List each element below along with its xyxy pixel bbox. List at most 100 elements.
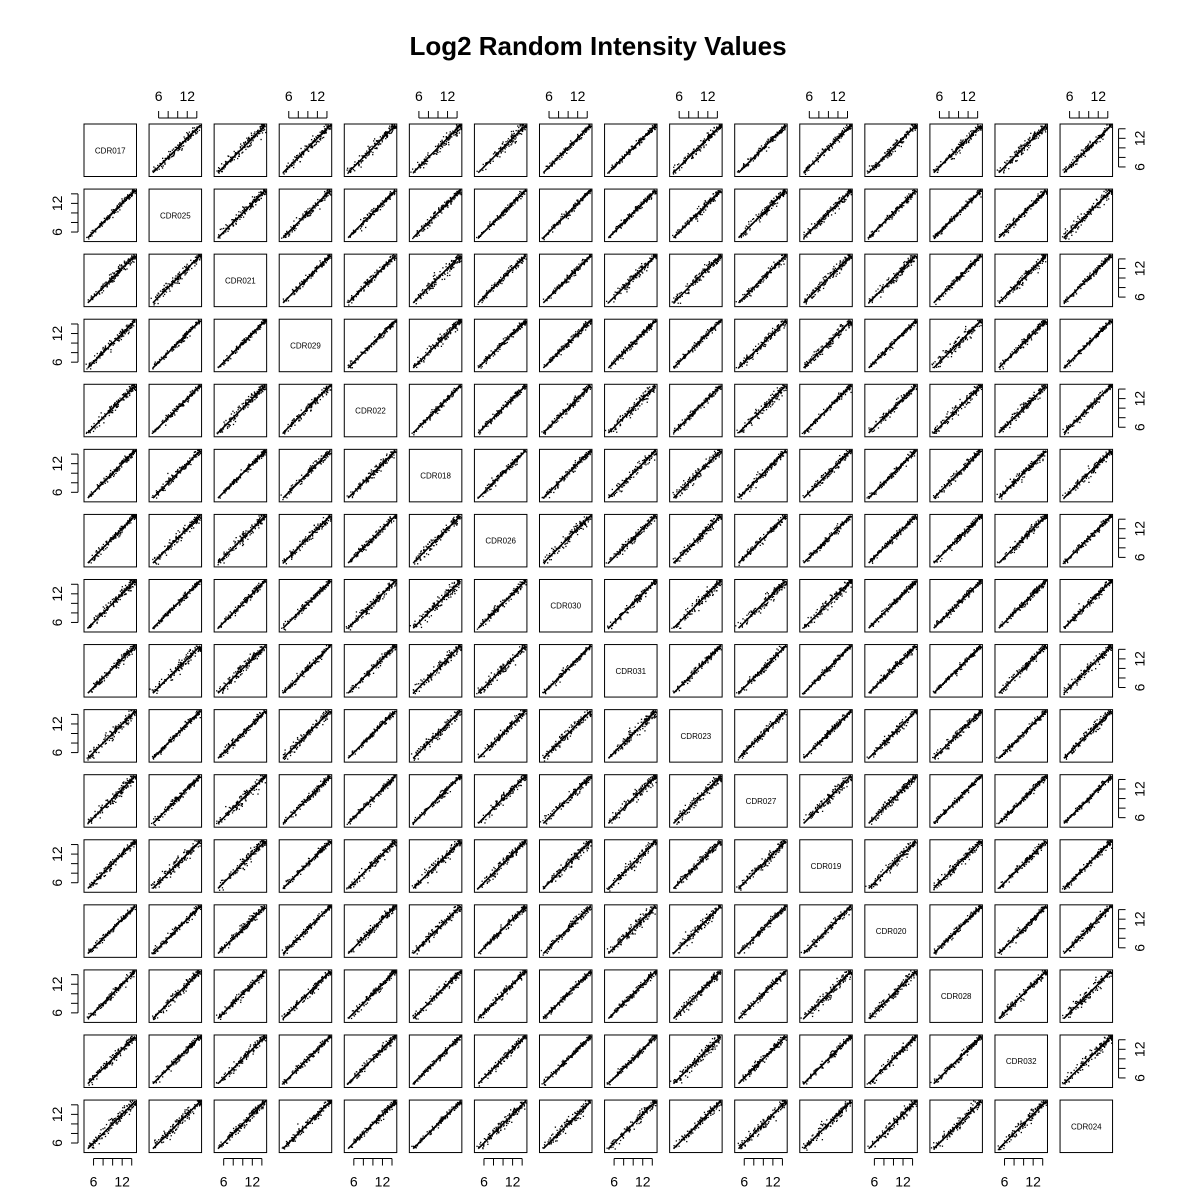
point <box>649 128 650 129</box>
point <box>565 211 566 212</box>
point <box>297 225 298 226</box>
point <box>899 145 900 146</box>
point <box>197 131 198 132</box>
point <box>254 131 255 132</box>
point <box>573 204 574 205</box>
point <box>237 158 238 159</box>
point <box>189 138 190 139</box>
point <box>157 165 158 166</box>
point <box>305 145 306 146</box>
point <box>124 197 125 198</box>
point <box>574 203 575 204</box>
point <box>243 207 244 208</box>
point <box>447 205 448 206</box>
point <box>281 238 282 239</box>
point <box>765 143 766 144</box>
point <box>692 156 693 157</box>
point <box>1042 131 1043 132</box>
point <box>747 158 748 159</box>
point <box>975 132 976 133</box>
point <box>758 150 759 151</box>
point <box>518 194 519 195</box>
point <box>720 128 721 129</box>
point <box>1024 150 1025 151</box>
point <box>454 193 455 194</box>
point <box>502 215 503 216</box>
point <box>1102 139 1103 140</box>
point <box>423 230 424 231</box>
point <box>649 199 650 200</box>
point <box>221 163 222 164</box>
point <box>688 154 689 155</box>
point <box>195 132 196 133</box>
point <box>433 213 434 214</box>
point <box>812 160 813 161</box>
point <box>1008 168 1009 169</box>
point <box>439 151 440 152</box>
panel-CDR017-CDR022 <box>344 124 397 177</box>
point <box>427 228 428 229</box>
point <box>846 125 847 126</box>
point <box>177 145 178 146</box>
point <box>417 162 418 163</box>
point <box>968 140 969 141</box>
point <box>164 164 165 165</box>
point <box>300 161 301 162</box>
point <box>574 210 575 211</box>
point <box>497 156 498 157</box>
point <box>877 165 878 166</box>
point <box>581 137 582 138</box>
point <box>159 169 160 170</box>
point <box>512 205 513 206</box>
point <box>554 163 555 164</box>
point <box>223 168 224 169</box>
point <box>228 156 229 157</box>
point <box>320 132 321 133</box>
point <box>460 129 461 130</box>
point <box>446 141 447 142</box>
panel-CDR025-CDR021 <box>214 189 267 242</box>
point <box>875 162 876 163</box>
point <box>493 161 494 162</box>
point <box>307 216 308 217</box>
point <box>755 158 756 159</box>
point <box>221 228 222 229</box>
point <box>873 169 874 170</box>
point <box>738 170 739 171</box>
panel-CDR017-CDR028 <box>930 124 983 177</box>
point <box>375 148 376 149</box>
point <box>515 137 516 138</box>
point <box>261 124 262 125</box>
point <box>373 208 374 209</box>
point <box>710 130 711 131</box>
point <box>416 236 417 237</box>
point <box>679 169 680 170</box>
point <box>706 144 707 145</box>
point <box>423 164 424 165</box>
point <box>498 148 499 149</box>
point <box>502 143 503 144</box>
point <box>371 146 372 147</box>
point <box>1046 126 1047 127</box>
point <box>309 213 310 214</box>
point <box>359 155 360 156</box>
point <box>299 218 300 219</box>
point <box>216 170 217 171</box>
point <box>563 214 564 215</box>
point <box>219 168 220 169</box>
point <box>293 159 294 160</box>
point <box>308 151 309 152</box>
point <box>299 153 300 154</box>
panel-CDR025-CDR022 <box>344 189 397 242</box>
point <box>361 155 362 156</box>
point <box>501 152 502 153</box>
point <box>520 198 521 199</box>
point <box>247 146 248 147</box>
point <box>1090 142 1091 143</box>
point <box>934 169 935 170</box>
point <box>808 170 809 171</box>
point <box>773 140 774 141</box>
point <box>259 200 260 201</box>
point <box>685 162 686 163</box>
